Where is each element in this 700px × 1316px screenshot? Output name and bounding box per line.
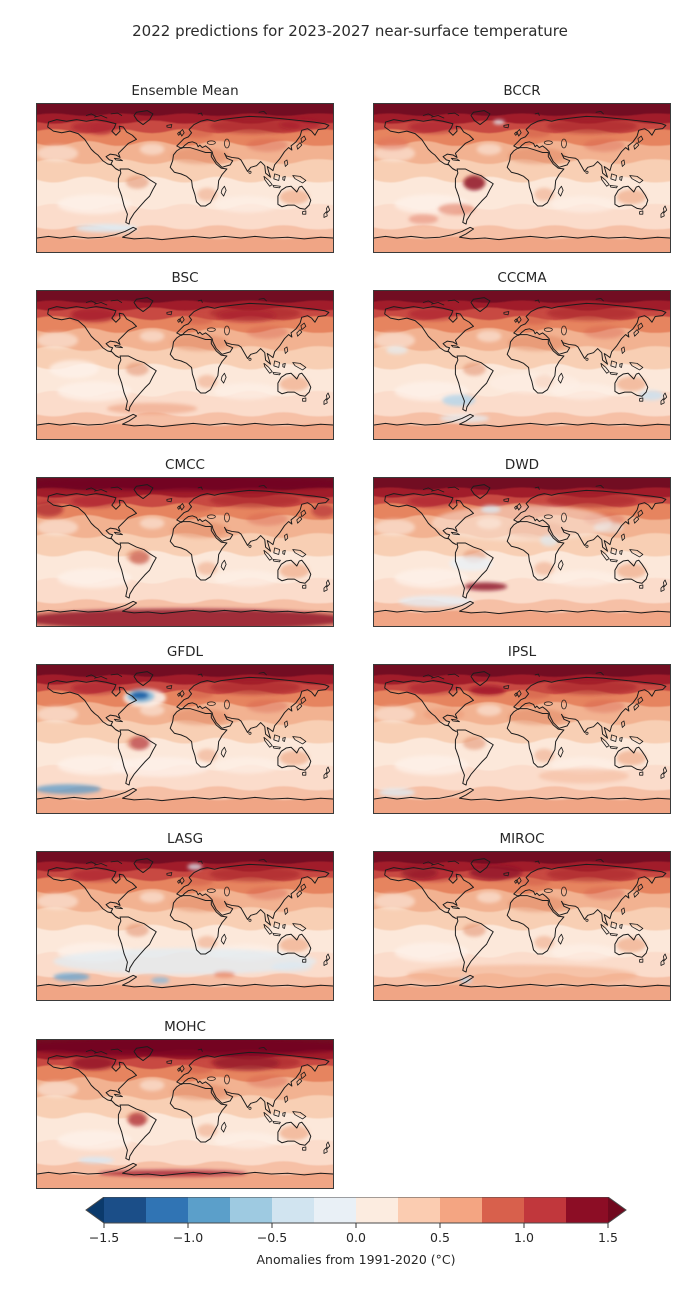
figure-title: 2022 predictions for 2023-2027 near-surf… [132, 22, 568, 40]
panel-ensemble-mean: Ensemble Mean [36, 83, 334, 253]
anomaly-features [386, 346, 664, 423]
colorbar-segment [356, 1197, 398, 1223]
anomaly-features [53, 863, 317, 984]
panel-title: IPSL [507, 644, 537, 660]
panel-miroc: MIROC [373, 831, 671, 1001]
anomaly-map [374, 852, 670, 1000]
colorbar-tick-marks [103, 1223, 609, 1228]
anomaly-features [375, 119, 505, 225]
anomaly-features [378, 685, 629, 797]
panel-dwd: DWD [373, 457, 671, 627]
panel-mohc: MOHC [36, 1019, 334, 1189]
panel-title: BCCR [503, 83, 541, 99]
colorbar-tick: 1.0 [514, 1230, 534, 1245]
panel-ipsl: IPSL [373, 644, 671, 814]
anomaly-map [374, 478, 670, 626]
colorbar [85, 1197, 627, 1228]
anomaly-features [398, 505, 624, 608]
colorbar-tick: −1.5 [88, 1230, 120, 1245]
panel-bsc: BSC [36, 270, 334, 440]
map-background [374, 291, 670, 439]
anomaly-map [374, 665, 670, 813]
colorbar-extend-right [608, 1197, 626, 1223]
colorbar-segment [146, 1197, 188, 1223]
panel-title: BSC [171, 270, 199, 286]
colorbar-segment [104, 1197, 146, 1223]
colorbar-segment [398, 1197, 440, 1223]
anomaly-map [37, 665, 333, 813]
anomaly-features [401, 865, 638, 987]
panel-title: LASG [166, 831, 204, 847]
panel-lasg: LASG [36, 831, 334, 1001]
colorbar-tick: 1.5 [598, 1230, 618, 1245]
panel-title: MOHC [164, 1019, 206, 1035]
panel-title: MIROC [499, 831, 545, 847]
colorbar-tick: −0.5 [256, 1230, 288, 1245]
panel-cccma: CCCMA [373, 270, 671, 440]
panel-title: DWD [504, 457, 540, 473]
colorbar-segment [440, 1197, 482, 1223]
anomaly-map [37, 104, 333, 252]
colorbar-segment [314, 1197, 356, 1223]
colorbar-segment [566, 1197, 608, 1223]
colorbar-extend-left [86, 1197, 104, 1223]
colorbar-tick: 0.5 [430, 1230, 450, 1245]
panel-title: CCCMA [497, 270, 547, 286]
colorbar-tick: −1.0 [172, 1230, 204, 1245]
panel-cmcc: CMCC [36, 457, 334, 627]
map-background [374, 665, 670, 813]
anomaly-map [374, 104, 670, 252]
colorbar-segment [482, 1197, 524, 1223]
anomaly-map [374, 291, 670, 439]
panel-title: GFDL [166, 644, 204, 660]
anomaly-map [37, 291, 333, 439]
panel-title: Ensemble Mean [131, 83, 239, 99]
colorbar-segment [524, 1197, 566, 1223]
colorbar-segment [272, 1197, 314, 1223]
colorbar-label: Anomalies from 1991-2020 (°C) [256, 1252, 456, 1267]
anomaly-features [37, 1040, 333, 1177]
map-background [37, 478, 333, 626]
colorbar-segment [188, 1197, 230, 1223]
panel-gfdl: GFDL [36, 644, 334, 814]
anomaly-map [37, 852, 333, 1000]
colorbar-tick: 0.0 [346, 1230, 366, 1245]
anomaly-map [37, 478, 333, 626]
anomaly-map [37, 1040, 333, 1188]
colorbar-segment [230, 1197, 272, 1223]
anomaly-features [49, 309, 276, 415]
panel-title: CMCC [165, 457, 205, 473]
map-background [374, 104, 670, 252]
panel-bccr: BCCR [373, 83, 671, 253]
